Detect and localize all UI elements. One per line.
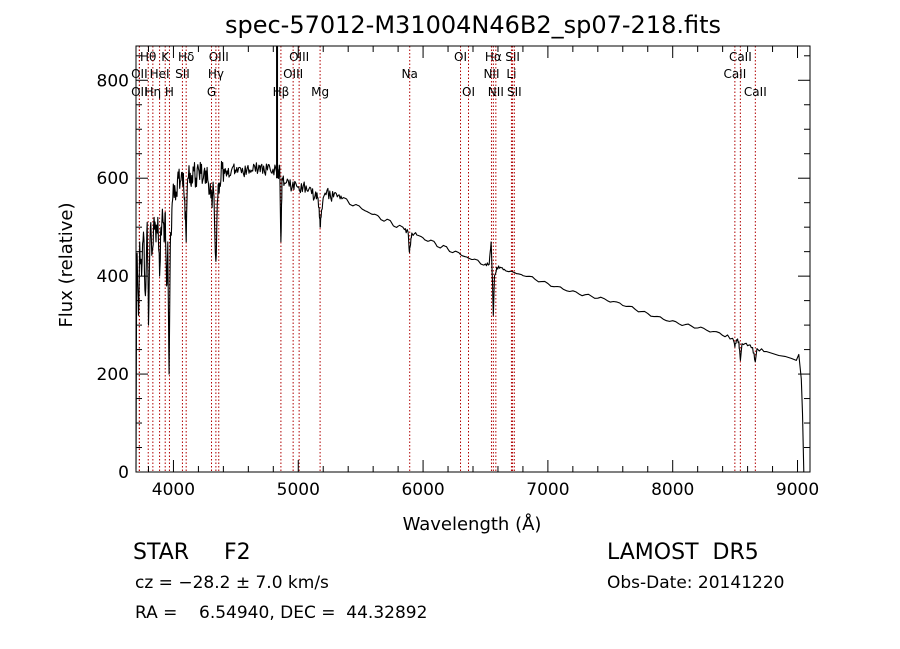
line-label-15: NII: [483, 67, 499, 81]
line-label-3: OIII: [209, 50, 229, 64]
line-label-27: CaII: [744, 85, 767, 99]
line-label-11: SII: [175, 67, 190, 81]
line-label-24: OI: [462, 85, 475, 99]
object-class: STAR F2: [133, 540, 251, 565]
x-tick-label-2: 6000: [401, 480, 444, 500]
line-label-12: Hγ: [208, 67, 224, 81]
x-tick-label-4: 8000: [651, 480, 694, 500]
line-label-8: CaII: [729, 50, 752, 64]
line-label-14: Na: [402, 67, 418, 81]
coordinates: RA = 6.54940, DEC = 44.32892: [135, 603, 428, 623]
line-label-19: Hη: [145, 85, 162, 99]
survey-name: LAMOST DR5: [607, 540, 759, 565]
line-label-4: OIII: [289, 50, 309, 64]
y-tick-label-3: 600: [97, 169, 129, 189]
line-label-16: Li: [506, 67, 516, 81]
axes: 4000 5000 6000 7000 8000 9000 0 200 400 600 800: [97, 46, 819, 500]
line-label-10: HeI: [150, 67, 170, 81]
x-tick-label-0: 4000: [152, 480, 195, 500]
line-label-0: Hθ: [140, 50, 156, 64]
x-axis-label: Wavelength (Å): [403, 513, 542, 535]
line-label-26: SII: [507, 85, 522, 99]
plot-frame: [135, 45, 811, 473]
y-tick-label-0: 0: [118, 463, 129, 483]
x-tick-label-5: 9000: [776, 480, 819, 500]
line-label-5: OI: [454, 50, 467, 64]
line-label-7: SII: [505, 50, 520, 64]
chart-title: spec-57012-M31004N46B2_sp07-218.fits: [225, 11, 721, 39]
y-tick-label-4: 800: [97, 71, 129, 91]
line-label-25: NII: [488, 85, 504, 99]
y-tick-label-2: 400: [97, 267, 129, 287]
line-label-6: Hα: [485, 50, 502, 64]
obs-date: Obs-Date: 20141220: [607, 573, 785, 593]
y-axis-label: Flux (relative): [56, 202, 77, 327]
line-label-17: CaII: [723, 67, 746, 81]
velocity-readout: cz = −28.2 ± 7.0 km/s: [135, 573, 329, 593]
line-label-20: H: [165, 85, 174, 99]
x-tick-label-1: 5000: [277, 480, 320, 500]
line-label-23: Mg: [311, 85, 329, 99]
line-label-2: Hδ: [178, 50, 194, 64]
line-label-22: Hβ: [273, 85, 290, 99]
y-tick-label-1: 200: [97, 365, 129, 385]
line-label-21: G: [207, 85, 216, 99]
line-label-13: OIII: [283, 67, 303, 81]
line-label-18: OII: [131, 85, 148, 99]
spectrum-series-0: [135, 160, 805, 473]
x-tick-label-3: 7000: [526, 480, 569, 500]
line-label-1: K: [161, 50, 170, 64]
